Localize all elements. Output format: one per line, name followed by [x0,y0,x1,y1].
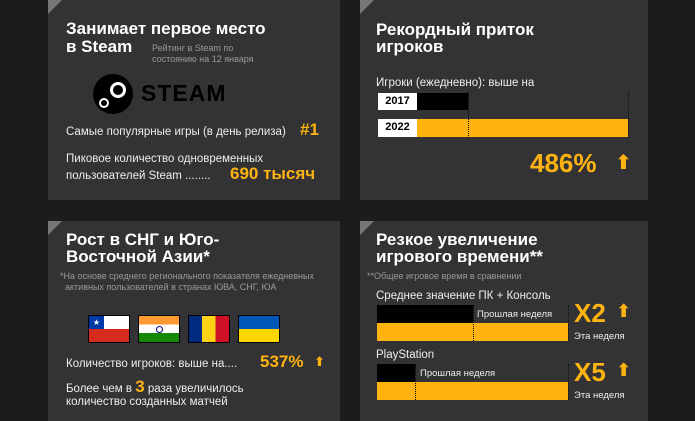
players-label: Количество игроков: выше на.... [66,358,238,370]
growth-value: 537% [260,352,304,371]
arrow-up-icon: ⬆ [314,354,325,369]
popular-label: Самые популярные игры (в день релиза) [66,126,286,138]
group-label: Среднее значение ПК + Консоль [376,290,551,302]
india-flag [138,315,180,343]
panel-title: в Steam [66,37,133,56]
ukraine-flag [238,315,280,343]
peak-label: Пиковое количество одновременных [66,153,264,165]
dotted-line [467,92,469,138]
panel-player-influx: Рекордный приток игроков Игроки (ежеднев… [360,0,648,200]
matches-label: Более чем в 3 раза увеличилось [66,377,244,397]
matches-multiplier: 3 [135,377,145,396]
last-week-label: Прошлая неделя [477,309,553,320]
dotted-line [568,364,569,400]
note: Рейтинг в Steam по [152,43,234,53]
panel-title: Резкое увеличение [376,230,538,249]
panel-cis-sea-growth: Рост в СНГ и Юго- Восточной Азии* *На ос… [48,221,340,421]
arrow-up-icon: ⬆ [615,152,632,174]
dotted-line [415,364,417,400]
panel-title: Занимает первое место [66,19,266,38]
this-week-label: Эта неделя [574,331,625,342]
growth-value: 486% [530,148,597,178]
bar-2017 [417,93,468,110]
arrow-up-icon: ⬆ [616,301,632,321]
matches-label: количество созданных матчей [66,396,228,408]
last-week-bar [377,305,473,323]
panel-steam-rank: Занимает первое место в Steam Рейтинг в … [48,0,340,200]
chile-flag: ★ [88,315,130,343]
panel-title: игроков [376,37,444,56]
matches-text: раза увеличилось [147,383,244,395]
steam-logo-text: STEAM [141,80,227,106]
arrow-up-icon: ⬆ [616,360,632,380]
this-week-label: Эта неделя [574,390,625,401]
dotted-line [628,92,629,138]
note: состоянию на 12 января [152,54,254,64]
multiplier-value: X2 [574,298,606,328]
panel-title: Рекордный приток [376,20,534,39]
last-week-bar [377,364,416,382]
year-label: 2017 [378,93,417,110]
year-label: 2022 [378,119,417,137]
panel-title: Восточной Азии* [66,247,210,266]
matches-text: Более чем в [66,383,132,395]
group-label: PlayStation [376,349,435,361]
peak-label: пользователей Steam ........ [66,170,211,182]
note: активных пользователей в странах ЮВА, СН… [65,282,277,292]
note: **Общее игровое время в сравнении [367,271,522,281]
dotted-line [568,305,569,341]
panel-title: игрового времени** [376,247,543,266]
steam-logo-icon [93,74,133,114]
panel-title: Рост в СНГ и Юго- [66,230,220,249]
dotted-line [472,305,474,341]
note: *На основе среднего регионального показа… [60,271,314,281]
romania-flag [188,315,230,343]
multiplier-value: X5 [574,357,606,387]
peak-value: 690 тысяч [230,164,316,183]
last-week-label: Прошлая неделя [420,368,496,379]
bar-2022 [417,119,628,137]
panel-playtime-increase: Резкое увеличение игрового времени** **О… [360,221,648,421]
this-week-bar [377,382,568,400]
rank-value: #1 [300,120,319,139]
players-label: Игроки (ежедневно): выше на [376,77,535,89]
